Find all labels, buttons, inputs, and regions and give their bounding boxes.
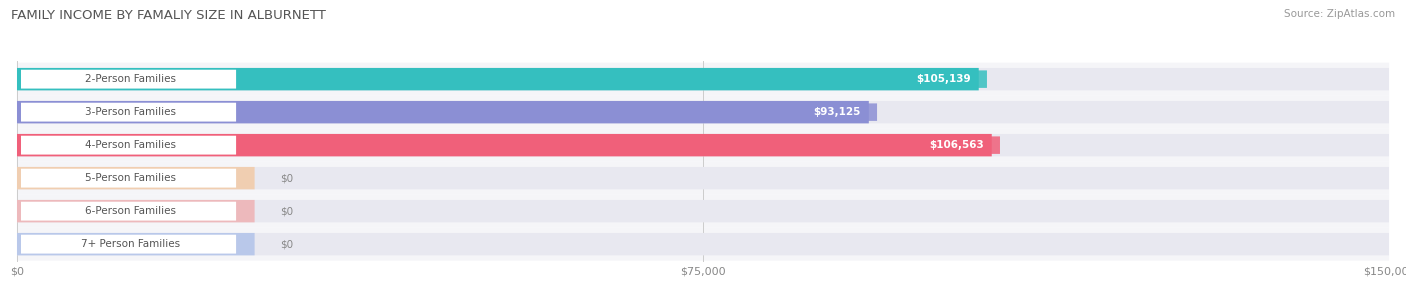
- FancyBboxPatch shape: [17, 195, 1389, 228]
- Text: Source: ZipAtlas.com: Source: ZipAtlas.com: [1284, 9, 1395, 19]
- FancyBboxPatch shape: [21, 202, 236, 221]
- FancyBboxPatch shape: [17, 233, 1389, 255]
- FancyBboxPatch shape: [21, 103, 236, 122]
- Text: $106,563: $106,563: [929, 140, 984, 150]
- FancyBboxPatch shape: [17, 228, 1389, 261]
- FancyBboxPatch shape: [17, 162, 1389, 195]
- FancyBboxPatch shape: [897, 136, 1000, 154]
- FancyBboxPatch shape: [17, 134, 1389, 156]
- FancyBboxPatch shape: [21, 169, 236, 188]
- FancyBboxPatch shape: [17, 68, 979, 90]
- FancyBboxPatch shape: [21, 235, 236, 253]
- FancyBboxPatch shape: [17, 96, 1389, 129]
- FancyBboxPatch shape: [17, 63, 1389, 96]
- FancyBboxPatch shape: [21, 136, 236, 155]
- FancyBboxPatch shape: [17, 101, 1389, 123]
- Text: 3-Person Families: 3-Person Families: [84, 107, 176, 117]
- Text: $0: $0: [280, 239, 292, 249]
- Text: 2-Person Families: 2-Person Families: [84, 74, 176, 84]
- FancyBboxPatch shape: [17, 167, 254, 189]
- FancyBboxPatch shape: [17, 200, 1389, 222]
- Text: $105,139: $105,139: [915, 74, 970, 84]
- Text: 4-Person Families: 4-Person Families: [84, 140, 176, 150]
- Text: $0: $0: [280, 206, 292, 216]
- Text: 6-Person Families: 6-Person Families: [84, 206, 176, 216]
- FancyBboxPatch shape: [17, 200, 254, 222]
- Text: 5-Person Families: 5-Person Families: [84, 173, 176, 183]
- FancyBboxPatch shape: [775, 103, 877, 121]
- FancyBboxPatch shape: [884, 70, 987, 88]
- Text: 7+ Person Families: 7+ Person Families: [80, 239, 180, 249]
- FancyBboxPatch shape: [17, 167, 1389, 189]
- Text: $93,125: $93,125: [813, 107, 860, 117]
- Text: $0: $0: [280, 173, 292, 183]
- FancyBboxPatch shape: [17, 101, 869, 123]
- Text: FAMILY INCOME BY FAMALIY SIZE IN ALBURNETT: FAMILY INCOME BY FAMALIY SIZE IN ALBURNE…: [11, 9, 326, 22]
- FancyBboxPatch shape: [17, 233, 254, 255]
- FancyBboxPatch shape: [17, 134, 991, 156]
- FancyBboxPatch shape: [21, 70, 236, 88]
- FancyBboxPatch shape: [17, 68, 1389, 90]
- FancyBboxPatch shape: [17, 129, 1389, 162]
